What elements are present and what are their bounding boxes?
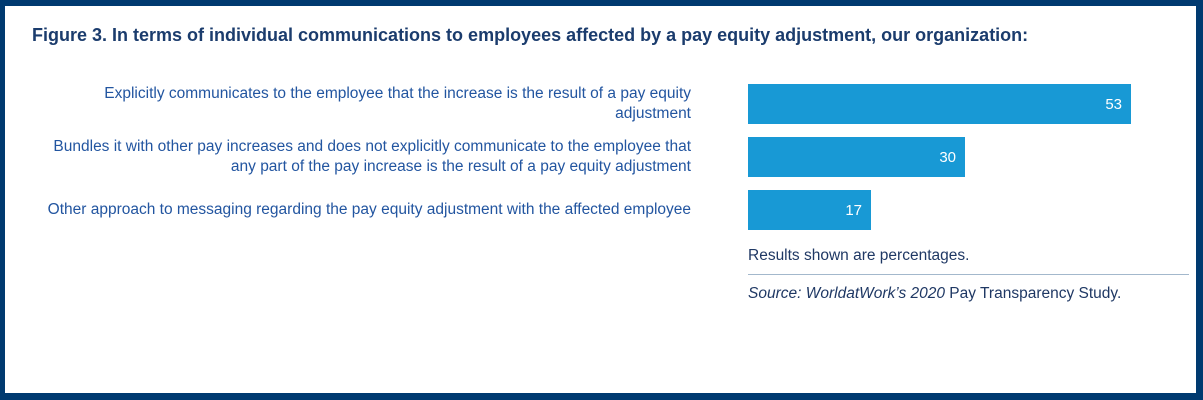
source-italic-text: Source: WorldatWork’s 2020 xyxy=(748,285,945,302)
source-regular-text: Pay Transparency Study. xyxy=(945,285,1122,302)
bar-track: 53 xyxy=(748,84,1189,124)
results-note: Results shown are percentages. xyxy=(748,247,970,264)
bar-track: 30 xyxy=(748,137,1189,177)
bar: 30 xyxy=(748,137,965,177)
bar-track: 17 xyxy=(748,190,1189,230)
category-label: Bundles it with other pay increases and … xyxy=(53,138,691,175)
category-label: Explicitly communicates to the employee … xyxy=(104,85,691,122)
footer-divider xyxy=(748,274,1189,275)
category-label: Other approach to messaging regarding th… xyxy=(47,201,691,218)
bar-value-label: 53 xyxy=(1105,95,1122,113)
source-line: Source: WorldatWork’s 2020 Pay Transpare… xyxy=(748,285,1189,302)
bar-chart: Explicitly communicates to the employee … xyxy=(5,84,1196,230)
bar-value-label: 30 xyxy=(939,148,956,166)
chart-footer: Results shown are percentages. Source: W… xyxy=(748,248,1189,302)
chart-row: Bundles it with other pay increases and … xyxy=(5,137,1196,177)
chart-row: Explicitly communicates to the employee … xyxy=(5,84,1196,124)
bar-value-label: 17 xyxy=(845,201,862,219)
figure-title: Figure 3. In terms of individual communi… xyxy=(32,25,1029,45)
chart-row: Other approach to messaging regarding th… xyxy=(5,190,1196,230)
bar: 17 xyxy=(748,190,871,230)
bar: 53 xyxy=(748,84,1131,124)
